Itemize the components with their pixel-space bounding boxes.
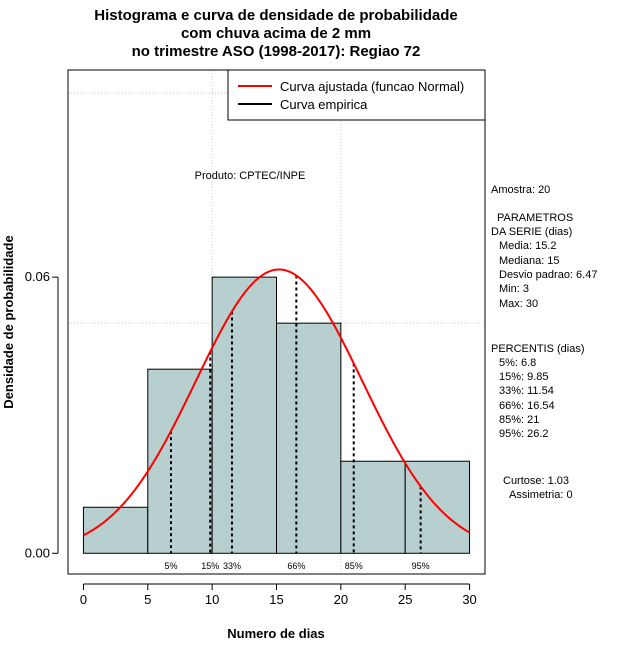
title-line-2: com chuva acima de 2 mm	[181, 25, 371, 42]
percentile-label-5: 95%	[412, 561, 430, 571]
stats-percentil-33: 33%: 11.54	[499, 385, 554, 397]
percentile-label-0: 5%	[164, 561, 177, 571]
x-axis-label: Numero de dias	[227, 626, 325, 641]
stats-percentil-95: 95%: 26.2	[499, 428, 549, 440]
histogram-bar-1	[147, 368, 213, 554]
x-axis: 0 5 10 15 20 25 30	[80, 583, 477, 607]
x-tick-label-1: 5	[144, 592, 151, 607]
x-tick-label-6: 30	[462, 592, 476, 607]
stats-percentis-title: PERCENTIS (dias)	[491, 343, 585, 355]
y-tick-label-1: 0.06	[25, 269, 50, 284]
legend-label-empirical: Curva empirica	[280, 97, 368, 112]
stats-panel: Amostra: 20 PARAMETROS DA SERIE (dias) M…	[491, 184, 597, 501]
stats-amostra: Amostra: 20	[491, 184, 550, 196]
legend: Curva ajustada (funcao Normal) Curva emp…	[227, 69, 486, 121]
y-tick-label-0: 0.00	[25, 545, 50, 560]
stats-percentil-15: 15%: 9.85	[499, 371, 549, 383]
stats-percentil-66: 66%: 16.54	[499, 400, 555, 412]
y-axis-label: Densidade de probabilidade	[1, 235, 16, 408]
stats-percentil-85: 85%: 21	[499, 414, 539, 426]
stats-param-min: Min: 3	[499, 283, 529, 295]
stats-params-title-2: DA SERIE (dias)	[491, 226, 572, 238]
percentile-label-1: 15%	[201, 561, 219, 571]
x-tick-label-2: 10	[205, 592, 219, 607]
x-tick-label-3: 15	[269, 592, 283, 607]
histogram-bar-2	[211, 276, 277, 554]
stats-percentil-5: 5%: 6.8	[499, 357, 536, 369]
stats-params-title-1: PARAMETROS	[497, 212, 573, 224]
legend-label-normal: Curva ajustada (funcao Normal)	[280, 79, 464, 94]
percentile-label-2: 33%	[223, 561, 241, 571]
percentile-label-layer: 5% 15% 33% 66% 85% 95%	[164, 561, 429, 571]
title-line-3: no trimestre ASO (1998-2017): Regiao 72	[132, 43, 421, 60]
legend-box	[227, 69, 486, 121]
normal-curve-line	[82, 268, 471, 537]
stats-param-media: Media: 15.2	[499, 240, 556, 252]
stats-param-max: Max: 30	[499, 298, 538, 310]
chart-title: Histograma e curva de densidade de proba…	[94, 7, 457, 60]
histogram-bar-3	[276, 322, 342, 554]
stats-assimetria: Assimetria: 0	[509, 489, 573, 501]
x-tick-label-4: 20	[334, 592, 348, 607]
bars-layer	[82, 276, 471, 554]
y-axis: 0.00 0.06	[25, 269, 59, 560]
percentile-layer	[169, 275, 422, 554]
product-label: Produto: CPTEC/INPE	[195, 170, 306, 182]
x-tick-label-0: 0	[80, 592, 87, 607]
x-tick-label-5: 25	[398, 592, 412, 607]
histogram-bar-4	[340, 460, 406, 554]
stats-param-mediana: Mediana: 15	[499, 255, 560, 267]
title-line-1: Histograma e curva de densidade de proba…	[94, 7, 457, 24]
percentile-label-3: 66%	[287, 561, 305, 571]
percentile-label-4: 85%	[345, 561, 363, 571]
stats-param-desvio: Desvio padrao: 6.47	[499, 269, 597, 281]
stats-curtose: Curtose: 1.03	[503, 475, 569, 487]
